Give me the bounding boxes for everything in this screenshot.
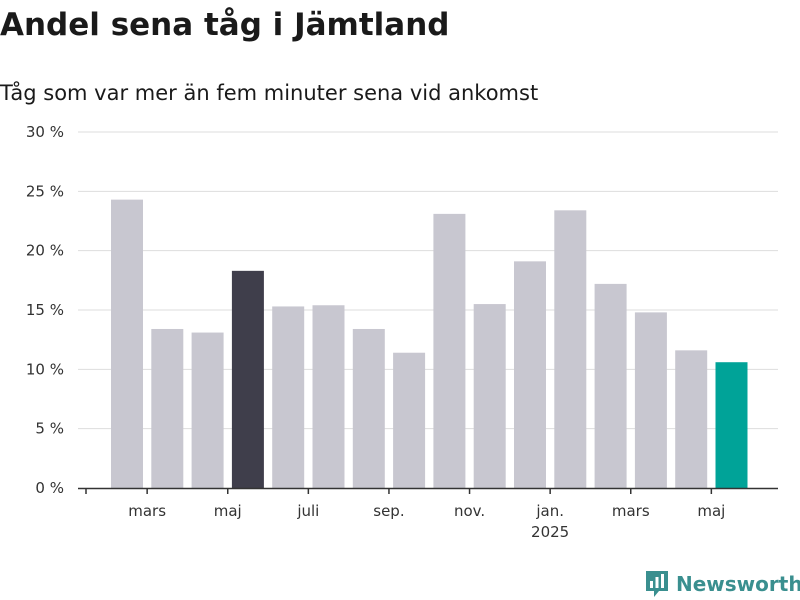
bar (352, 328, 385, 488)
y-tick-label: 15 % (26, 301, 64, 319)
bar (393, 352, 426, 488)
y-tick-label: 20 % (26, 242, 64, 260)
bar (151, 328, 184, 488)
bar (312, 305, 345, 488)
bar (272, 306, 305, 488)
y-tick-label: 10 % (26, 360, 64, 378)
brand-name: Newsworthy (676, 572, 800, 596)
x-tick-year-label: 2025 (531, 523, 569, 541)
x-tick-label: juli (296, 502, 319, 520)
bar (473, 304, 506, 488)
bars (111, 199, 748, 488)
y-tick-label: 0 % (35, 479, 64, 497)
y-tick-label: 25 % (26, 182, 64, 200)
y-tick-label: 30 % (26, 123, 64, 141)
x-tick-label: maj (697, 502, 725, 520)
bar (634, 312, 667, 488)
bar (715, 362, 748, 488)
x-tick-label: sep. (373, 502, 404, 520)
bar-chart: 0 % 5 % 10 % 15 % 20 % 25 % 30 % mars maj juli se… (26, 123, 778, 541)
bar-chart-icon (646, 571, 668, 597)
bar (675, 350, 708, 488)
bar (231, 270, 264, 488)
chart-title: Andel sena tåg i Jämtland (0, 7, 450, 43)
brand-logo: Newsworthy (644, 568, 800, 600)
bar (554, 210, 587, 488)
chart-subtitle: Tåg som var mer än fem minuter sena vid … (0, 81, 539, 105)
y-tick-label: 5 % (35, 420, 64, 438)
bar (433, 213, 466, 488)
bar (191, 332, 224, 488)
x-axis-ticks: mars maj juli sep. nov. jan. 2025 mars maj (85, 488, 725, 541)
x-tick-label: mars (128, 502, 166, 520)
bar (111, 199, 143, 488)
bar (594, 283, 627, 488)
x-tick-label: jan. (535, 502, 564, 520)
x-tick-label: mars (612, 502, 650, 520)
bar (514, 261, 546, 488)
x-tick-label: maj (214, 502, 242, 520)
y-axis-ticks: 0 % 5 % 10 % 15 % 20 % 25 % 30 % (26, 123, 64, 497)
x-tick-label: nov. (454, 502, 485, 520)
